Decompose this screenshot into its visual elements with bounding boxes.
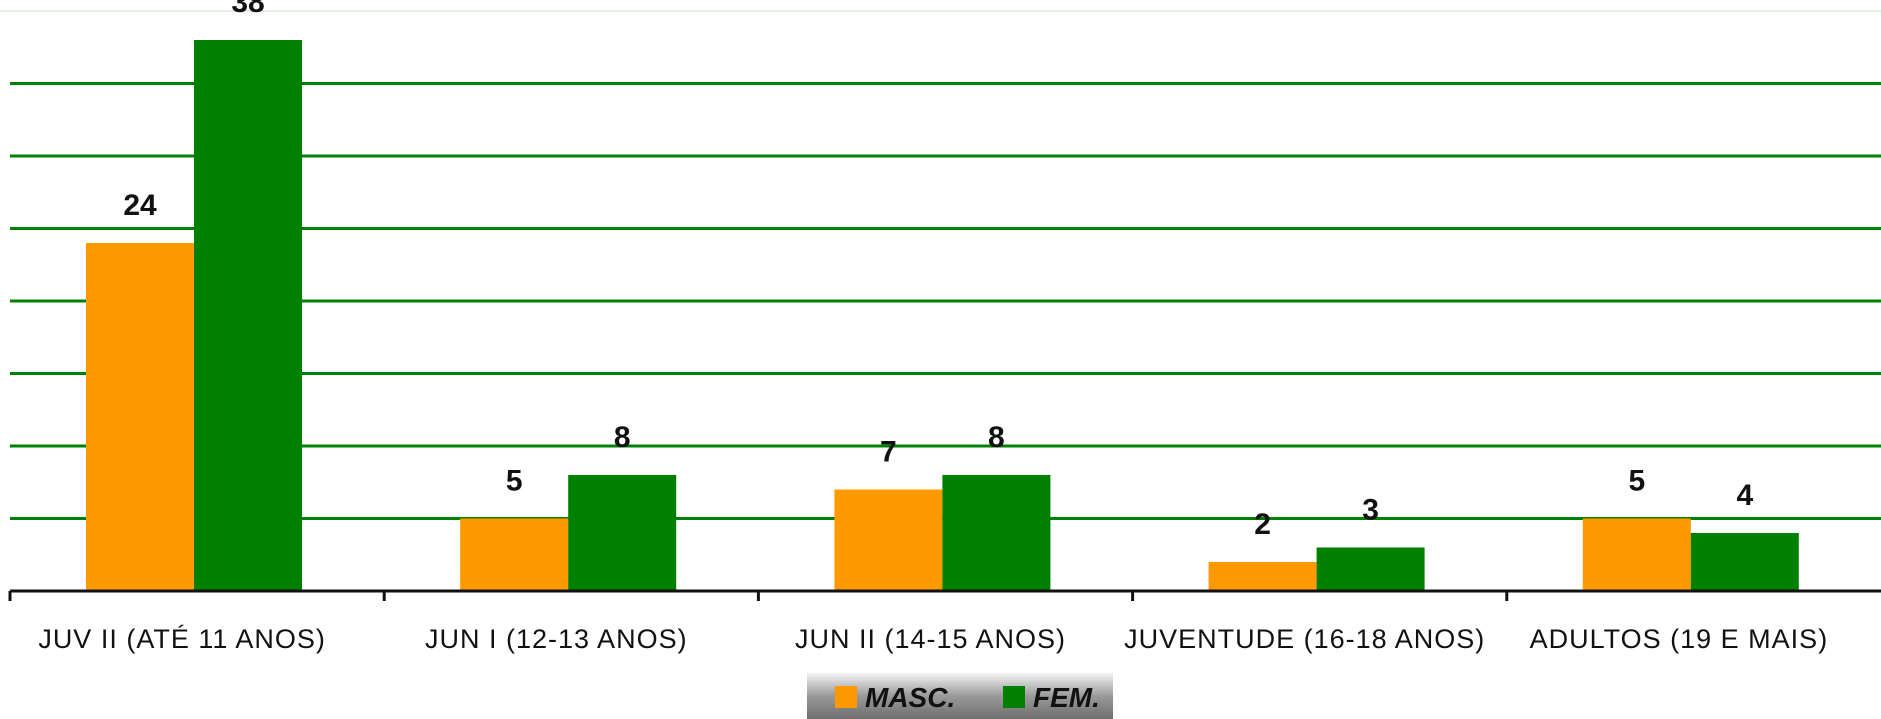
bar-masc-2 [460,518,569,591]
x-tick-labels: JUV II (ATÉ 11 ANOS) JUN I (12-13 ANOS) JU… [38,624,1829,654]
x-tick-label: JUN II (14-15 ANOS) [795,624,1066,654]
legend-swatch-masc [835,686,857,708]
data-label: 2 [1254,508,1271,541]
bar-fem-4 [1316,547,1425,591]
x-tick-label: JUN I (12-13 ANOS) [425,624,688,654]
x-tick-label: JUV II (ATÉ 11 ANOS) [38,624,326,654]
data-label: 38 [231,0,264,19]
data-labels: 24 38 5 8 7 8 2 3 5 4 [123,0,1753,541]
bar-fem-2 [568,475,677,591]
x-tick-label: ADULTOS (19 E MAIS) [1530,624,1829,654]
bar-masc-5 [1582,518,1691,591]
bars [86,40,1799,591]
x-axis [8,589,1881,601]
data-label: 24 [123,189,157,222]
data-label: 7 [880,436,897,469]
bar-fem-1 [194,40,302,591]
data-label: 5 [506,465,523,498]
bar-masc-1 [86,243,194,591]
data-label: 8 [614,421,631,454]
legend-label-masc: MASC. [865,682,955,713]
bar-masc-3 [834,489,943,591]
legend-swatch-fem [1003,686,1025,708]
legend: MASC. FEM. [807,673,1113,719]
x-tick-label: JUVENTUDE (16-18 ANOS) [1124,624,1485,654]
legend-label-fem: FEM. [1033,682,1100,713]
bar-fem-3 [942,475,1051,591]
bar-masc-4 [1208,562,1317,591]
data-label: 5 [1628,465,1645,498]
legend-box [807,673,1113,719]
bar-fem-5 [1690,533,1799,591]
data-label: 8 [988,421,1005,454]
data-label: 3 [1362,494,1379,527]
gridlines [10,82,1881,520]
data-label: 4 [1736,479,1753,512]
